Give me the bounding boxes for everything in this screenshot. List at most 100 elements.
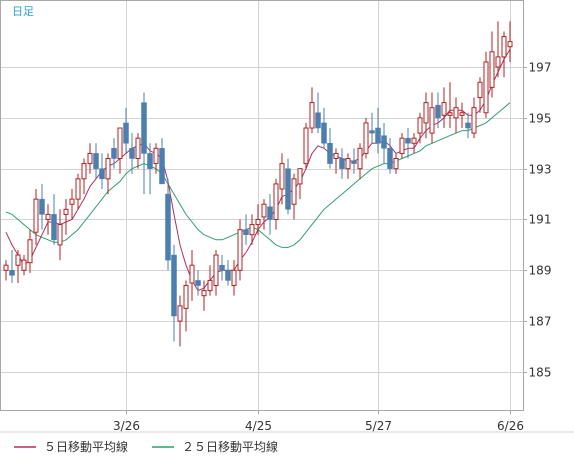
candle-body-up: [297, 168, 303, 185]
candle: [411, 133, 417, 154]
candle: [291, 173, 297, 220]
candle-body-up: [57, 224, 63, 246]
candle: [483, 51, 489, 118]
candle-body-down: [315, 112, 321, 129]
candle: [81, 158, 87, 195]
candle-body-up: [261, 203, 267, 218]
candle-body-down: [285, 168, 291, 210]
candle: [507, 21, 513, 62]
period-label: 日足: [12, 5, 34, 18]
grid-lines: [1, 1, 523, 410]
candle-body-up: [417, 117, 423, 134]
x-tick-label: 6/26: [497, 419, 524, 433]
y-axis: 185 187 189 191 193 195 197: [523, 61, 551, 380]
candle: [207, 265, 213, 296]
candle: [123, 107, 129, 154]
candle: [33, 188, 39, 245]
candle-body-down: [159, 148, 165, 185]
candle-body-down: [171, 254, 177, 317]
candle-body-down: [321, 122, 327, 144]
candle-body-down: [327, 143, 333, 164]
candle-body-up: [213, 254, 219, 287]
legend-label: ２５日移動平均線: [182, 439, 278, 454]
candle: [381, 122, 387, 164]
candle-body-down: [123, 122, 129, 144]
candle: [423, 92, 429, 139]
y-tick-label: 191: [529, 213, 552, 227]
candle-body-up: [105, 158, 111, 180]
candle: [219, 255, 225, 281]
candle: [501, 31, 507, 78]
candle: [345, 153, 351, 179]
candle: [135, 133, 141, 169]
candle: [477, 77, 483, 113]
candle: [87, 143, 93, 174]
candle-body-up: [459, 112, 465, 116]
candle: [471, 97, 477, 139]
candle: [99, 153, 105, 189]
candle-body-down: [165, 193, 171, 261]
legend-label: ５日移動平均線: [44, 439, 128, 454]
candle-body-up: [153, 147, 159, 165]
candle-body-up: [471, 107, 477, 134]
candle-body-up: [177, 305, 183, 322]
candle-body-up: [501, 36, 507, 58]
candle-body-up: [237, 229, 243, 271]
candle: [453, 97, 459, 134]
candle-body-up: [27, 239, 33, 264]
candle-body-down: [93, 153, 99, 169]
candle-body-down: [111, 148, 117, 159]
candle-body-down: [141, 102, 147, 154]
candle-body-up: [345, 158, 351, 170]
candle: [153, 143, 159, 174]
candle-body-up: [399, 137, 405, 154]
candle: [15, 249, 21, 283]
candle: [387, 138, 393, 174]
y-tick-label: 189: [529, 264, 552, 278]
candle-body-down: [243, 229, 249, 235]
candle-body-up: [291, 178, 297, 205]
candle: [3, 260, 9, 281]
candle-body-down: [129, 148, 135, 159]
candle: [129, 133, 135, 174]
candle: [231, 260, 237, 296]
candle: [309, 87, 315, 134]
candle-body-up: [69, 198, 75, 205]
candle: [327, 128, 333, 169]
candle-body-down: [99, 168, 105, 180]
candle: [249, 214, 255, 245]
candle-body-up: [81, 163, 87, 180]
candle: [363, 117, 369, 159]
candle-body-down: [435, 104, 441, 119]
candle-body-down: [465, 122, 471, 129]
candle: [213, 249, 219, 296]
candle-body-up: [273, 183, 279, 220]
candle-body-up: [15, 254, 21, 266]
candle: [375, 107, 381, 154]
candle: [267, 194, 273, 235]
x-tick-label: 3/26: [113, 419, 140, 433]
candle: [465, 112, 471, 139]
candle: [459, 102, 465, 129]
candle: [495, 21, 501, 78]
candle: [279, 153, 285, 205]
candle: [489, 31, 495, 98]
candle-body-up: [3, 264, 9, 271]
candle-body-down: [39, 198, 45, 215]
candle-body-down: [147, 153, 153, 169]
candle-body-up: [357, 147, 363, 170]
candle: [339, 148, 345, 179]
candle: [243, 214, 249, 245]
candle-body-down: [267, 206, 273, 220]
candle-body-up: [507, 41, 513, 48]
candle: [111, 138, 117, 169]
candle: [147, 143, 153, 195]
candle-body-down: [225, 270, 231, 281]
candle-body-down: [369, 130, 375, 134]
candle-body-up: [495, 56, 501, 68]
candle-body-up: [231, 269, 237, 287]
candle: [297, 168, 303, 200]
candle: [393, 153, 399, 174]
candle: [447, 82, 453, 129]
candlestick-series: [3, 21, 513, 347]
